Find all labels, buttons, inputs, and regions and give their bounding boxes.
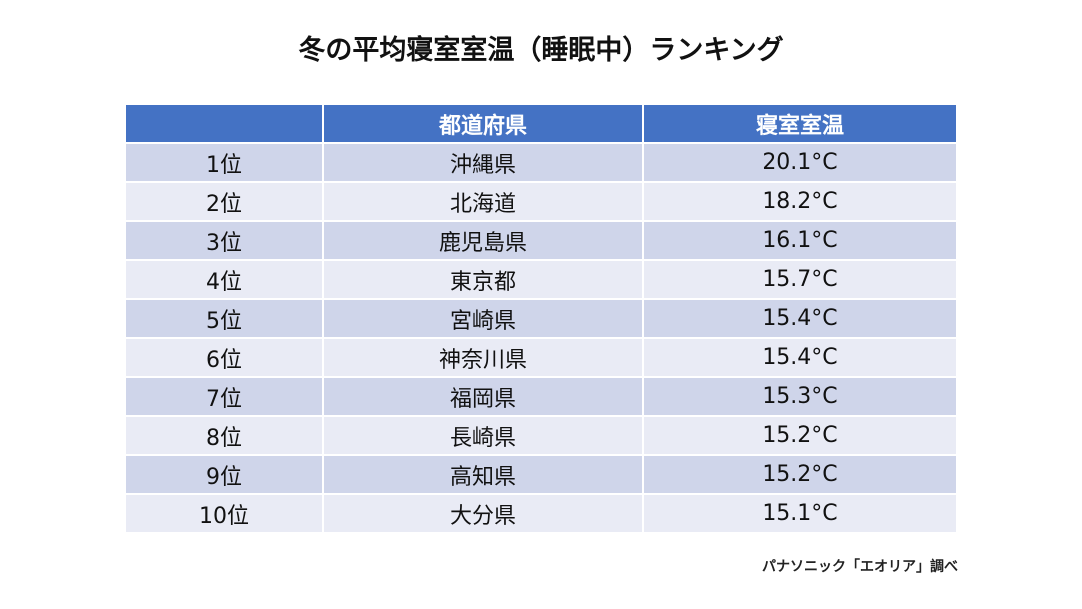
temperature-cell: 15.2°C (642, 454, 958, 495)
temperature-cell: 16.1°C (642, 220, 958, 261)
temperature-cell: 15.7°C (642, 259, 958, 300)
table-row: 1位 沖縄県 20.1°C (124, 142, 958, 183)
temperature-cell: 15.2°C (642, 415, 958, 456)
prefecture-cell: 神奈川県 (322, 337, 644, 378)
table-row: 2位 北海道 18.2°C (124, 181, 958, 222)
ranking-table: 都道府県 寝室室温 1位 沖縄県 20.1°C 2位 北海道 18.2°C 3位 鹿児島県 16… (124, 103, 958, 534)
temperature-cell: 18.2°C (642, 181, 958, 222)
source-note: パナソニック「エオリア」調べ (762, 559, 958, 575)
prefecture-cell: 鹿児島県 (322, 220, 644, 261)
temperature-cell: 20.1°C (642, 142, 958, 183)
rank-cell: 2位 (124, 181, 324, 222)
prefecture-cell: 高知県 (322, 454, 644, 495)
table-header-row: 都道府県 寝室室温 (124, 103, 958, 144)
prefecture-cell: 北海道 (322, 181, 644, 222)
header-rank (124, 103, 324, 144)
table-row: 7位 福岡県 15.3°C (124, 376, 958, 417)
rank-cell: 1位 (124, 142, 324, 183)
prefecture-cell: 長崎県 (322, 415, 644, 456)
rank-cell: 6位 (124, 337, 324, 378)
rank-cell: 7位 (124, 376, 324, 417)
header-temperature: 寝室室温 (642, 103, 958, 144)
table-row: 5位 宮崎県 15.4°C (124, 298, 958, 339)
rank-cell: 10位 (124, 493, 324, 534)
temperature-cell: 15.4°C (642, 298, 958, 339)
table-row: 9位 高知県 15.2°C (124, 454, 958, 495)
table-row: 6位 神奈川県 15.4°C (124, 337, 958, 378)
rank-cell: 8位 (124, 415, 324, 456)
rank-cell: 9位 (124, 454, 324, 495)
table-row: 10位 大分県 15.1°C (124, 493, 958, 534)
rank-cell: 4位 (124, 259, 324, 300)
prefecture-cell: 宮崎県 (322, 298, 644, 339)
header-prefecture: 都道府県 (322, 103, 644, 144)
rank-cell: 3位 (124, 220, 324, 261)
temperature-cell: 15.4°C (642, 337, 958, 378)
prefecture-cell: 大分県 (322, 493, 644, 534)
table-row: 3位 鹿児島県 16.1°C (124, 220, 958, 261)
temperature-cell: 15.1°C (642, 493, 958, 534)
prefecture-cell: 沖縄県 (322, 142, 644, 183)
prefecture-cell: 東京都 (322, 259, 644, 300)
table-row: 8位 長崎県 15.2°C (124, 415, 958, 456)
prefecture-cell: 福岡県 (322, 376, 644, 417)
temperature-cell: 15.3°C (642, 376, 958, 417)
table-row: 4位 東京都 15.7°C (124, 259, 958, 300)
table-body: 1位 沖縄県 20.1°C 2位 北海道 18.2°C 3位 鹿児島県 16.1°C 4位 東京都 1… (124, 142, 958, 534)
page-title: 冬の平均寝室室温（睡眠中）ランキング (298, 35, 784, 66)
rank-cell: 5位 (124, 298, 324, 339)
